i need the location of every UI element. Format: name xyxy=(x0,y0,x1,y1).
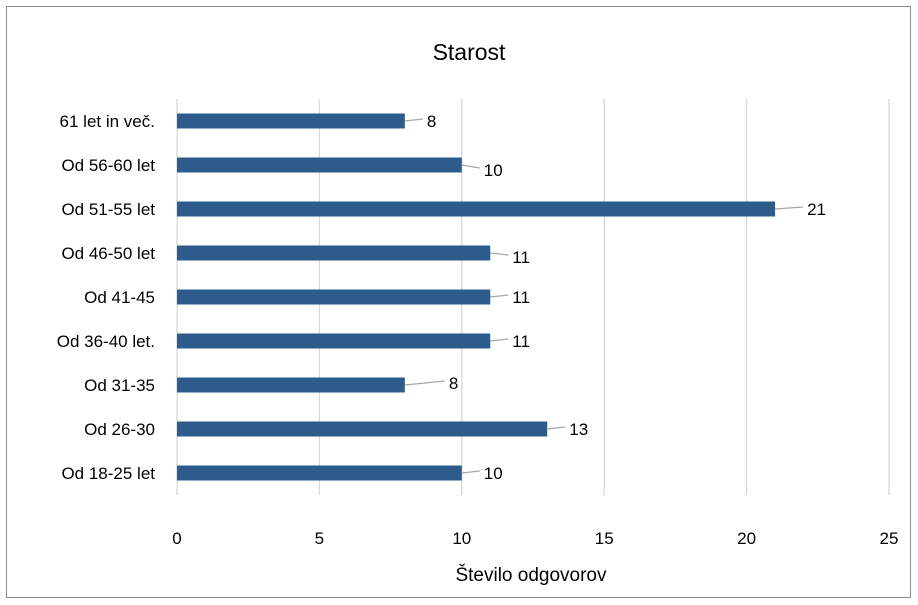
data-label: 8 xyxy=(449,374,458,393)
data-label: 8 xyxy=(427,112,436,131)
leader-line xyxy=(490,252,509,256)
category-label: Od 56-60 let xyxy=(61,156,155,175)
bars xyxy=(177,113,776,481)
bar xyxy=(177,157,462,173)
leader-lines xyxy=(404,118,804,474)
data-label: 13 xyxy=(569,420,588,439)
leader-line xyxy=(490,338,509,342)
bar xyxy=(177,201,776,217)
data-label: 10 xyxy=(484,464,503,483)
data-labels: 10 13 8 11 11 11 21 10 8 xyxy=(427,112,826,483)
chart-title: Starost xyxy=(433,39,506,65)
bar xyxy=(177,289,491,305)
category-labels: Od 18-25 let Od 26-30 Od 31-35 Od 36-40 let… xyxy=(57,112,156,483)
data-label: 11 xyxy=(512,332,530,351)
category-label: Od 31-35 xyxy=(84,376,155,395)
leader-line xyxy=(461,164,480,169)
category-label: 61 let in več. xyxy=(60,112,155,131)
x-tick-label: 15 xyxy=(595,529,614,548)
bar xyxy=(177,333,491,349)
category-label: Od 26-30 xyxy=(84,420,155,439)
category-label: Od 36-40 let. xyxy=(57,332,155,351)
bar xyxy=(177,377,405,393)
leader-line xyxy=(404,118,423,122)
x-tick-label: 5 xyxy=(315,529,324,548)
leader-line xyxy=(490,294,509,298)
data-label: 11 xyxy=(512,288,530,307)
category-label: Od 51-55 let xyxy=(61,200,155,219)
chart-frame: 10 13 8 11 11 11 21 10 8 Od 18-25 let Od 26-30 Od … xyxy=(6,6,911,598)
x-tick-labels: 0 5 10 15 20 25 xyxy=(172,529,898,548)
bar xyxy=(177,113,405,129)
category-label: Od 41-45 xyxy=(84,288,155,307)
leader-line xyxy=(547,426,566,430)
x-tick-label: 0 xyxy=(172,529,181,548)
x-axis-title: Število odgovorov xyxy=(455,564,607,586)
category-label: Od 46-50 let xyxy=(61,244,155,263)
leader-line xyxy=(461,470,480,474)
data-label: 11 xyxy=(512,248,530,267)
leader-line xyxy=(775,206,804,210)
category-label: Od 18-25 let xyxy=(61,464,155,483)
bar xyxy=(177,465,462,481)
x-tick-label: 25 xyxy=(880,529,899,548)
data-label: 10 xyxy=(484,161,503,180)
leader-line xyxy=(404,380,445,386)
data-label: 21 xyxy=(807,200,826,219)
bar xyxy=(177,245,491,261)
bar xyxy=(177,421,548,437)
x-tick-label: 10 xyxy=(452,529,471,548)
x-tick-label: 20 xyxy=(737,529,756,548)
